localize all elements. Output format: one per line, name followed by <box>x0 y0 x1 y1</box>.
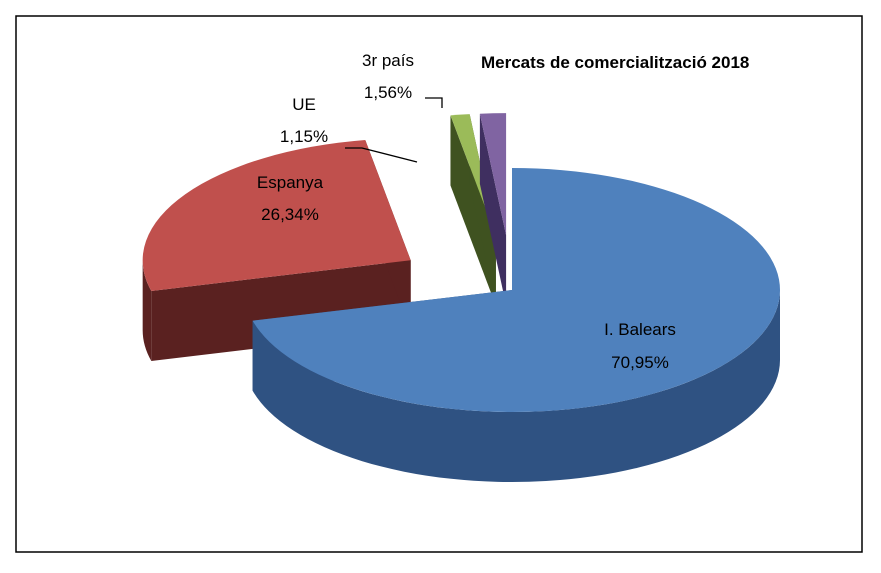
slice-value-label: 70,95% <box>611 353 669 372</box>
slice-label: Espanya <box>257 173 324 192</box>
slice-label: 3r país <box>362 51 414 70</box>
slice-wall <box>252 290 780 482</box>
slice-side-face <box>479 113 507 306</box>
chart-title: Mercats de comercialització 2018 <box>481 53 749 72</box>
pie-slice <box>142 139 411 291</box>
slice-value-label: 26,34% <box>261 205 319 224</box>
pie-slice <box>252 168 780 413</box>
title-clip: Mercats de comercialització 2018 <box>481 53 749 72</box>
slice-label: I. Balears <box>604 320 676 339</box>
slice-value-label: 1,56% <box>364 83 412 102</box>
plot-area <box>142 113 780 482</box>
slice-value-label: 1,15% <box>280 127 328 146</box>
leader-line <box>425 97 443 108</box>
slice-side-face <box>450 115 496 306</box>
slice-label: UE <box>292 95 316 114</box>
leader-line <box>345 147 418 163</box>
slice-wall <box>142 260 152 361</box>
pie-slice <box>479 113 507 236</box>
